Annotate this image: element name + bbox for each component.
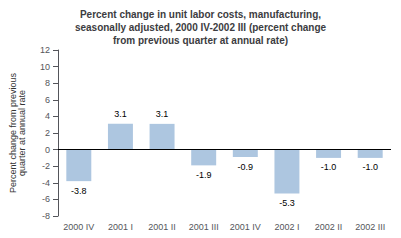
svg-text:2: 2: [45, 128, 50, 138]
svg-text:-8: -8: [42, 211, 50, 221]
svg-text:-6: -6: [42, 194, 50, 204]
svg-text:-5.3: -5.3: [279, 198, 295, 208]
svg-text:-2: -2: [42, 161, 50, 171]
svg-text:4: 4: [45, 111, 50, 121]
svg-text:-0.9: -0.9: [238, 162, 254, 172]
svg-text:2002 II: 2002 II: [315, 222, 343, 232]
svg-text:3.1: 3.1: [114, 109, 127, 119]
svg-text:-1.0: -1.0: [362, 162, 378, 172]
svg-text:-1.9: -1.9: [196, 170, 212, 180]
svg-text:2001 III: 2001 III: [189, 222, 219, 232]
svg-text:2002 III: 2002 III: [355, 222, 385, 232]
svg-text:3.1: 3.1: [156, 109, 169, 119]
svg-text:Percent change from previous: Percent change from previous: [7, 73, 18, 193]
svg-text:12: 12: [40, 45, 50, 55]
svg-text:-3.8: -3.8: [71, 186, 87, 196]
svg-text:8: 8: [45, 78, 50, 88]
svg-text:seasonally adjusted, 2000 IV-2: seasonally adjusted, 2000 IV-2002 III (p…: [75, 22, 327, 33]
svg-text:-1.0: -1.0: [321, 162, 337, 172]
svg-text:0: 0: [45, 145, 50, 155]
svg-text:Percent change in unit labor c: Percent change in unit labor costs, manu…: [80, 9, 321, 20]
svg-text:-4: -4: [42, 178, 50, 188]
svg-text:2001 IV: 2001 IV: [230, 222, 261, 232]
svg-text:2000 IV: 2000 IV: [63, 222, 94, 232]
svg-text:2001 II: 2001 II: [148, 222, 176, 232]
svg-text:from previous quarter at annua: from previous quarter at annual rate): [113, 35, 288, 46]
svg-text:2002 I: 2002 I: [274, 222, 299, 232]
svg-text:quarter at annual rate: quarter at annual rate: [17, 90, 27, 176]
svg-text:2001 I: 2001 I: [108, 222, 133, 232]
svg-text:10: 10: [40, 62, 50, 72]
svg-text:6: 6: [45, 95, 50, 105]
